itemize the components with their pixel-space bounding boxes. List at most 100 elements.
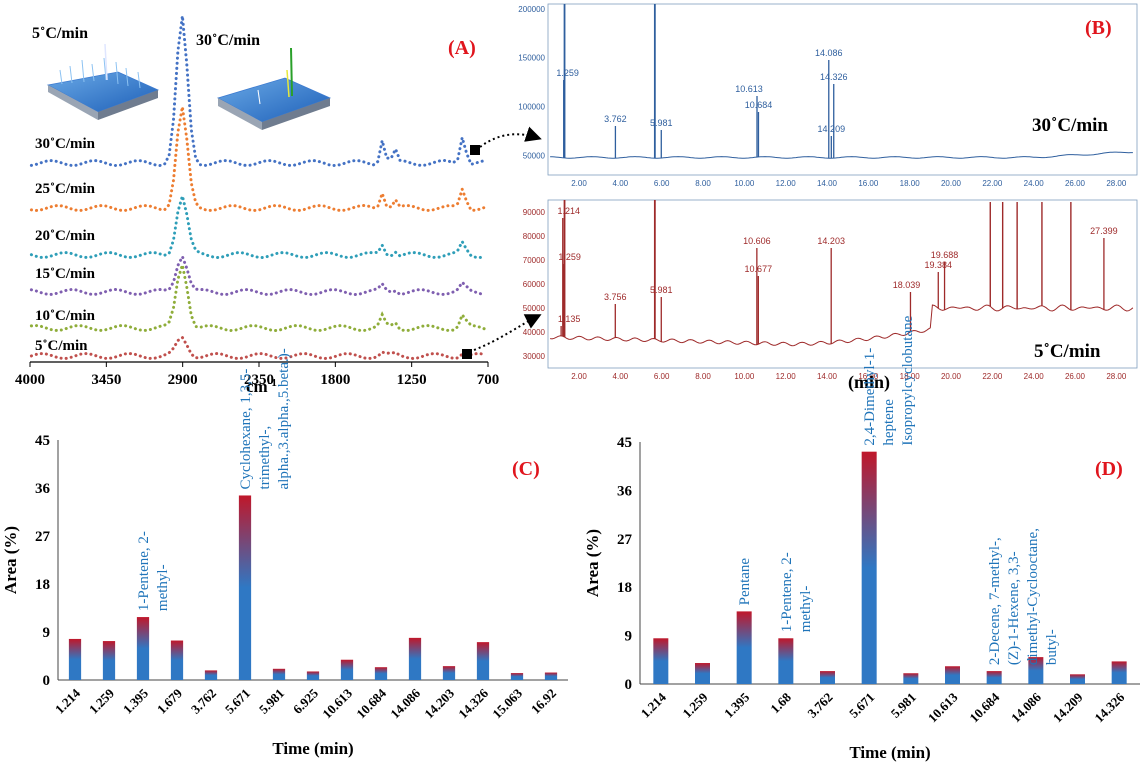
gc-x-tick-label: 10.00 — [734, 372, 755, 381]
bar-x-label: Time (min) — [849, 743, 930, 762]
bar — [820, 671, 835, 684]
ftir-series-line — [29, 252, 486, 297]
panel-b-label: (B) — [1085, 17, 1112, 39]
bar-category-label: 10.684 — [353, 685, 389, 721]
ftir-series-label: 25˚C/min — [35, 181, 96, 197]
gc-y-tick-label: 50000 — [523, 151, 546, 160]
gc-x-tick-label: 18.00 — [900, 372, 921, 381]
gc-peak-label: 3.756 — [604, 292, 627, 302]
bar-category-label: 6.925 — [290, 685, 322, 717]
bar — [272, 668, 286, 680]
gc-x-tick-label: 2.00 — [571, 372, 587, 381]
gc-peak-label: 19.688 — [931, 250, 959, 260]
gc-x-tick-label: 8.00 — [695, 179, 711, 188]
bar — [986, 671, 1002, 684]
gc-peak-label: 1.135 — [558, 314, 581, 324]
bar-category-label: 14.209 — [1050, 689, 1086, 725]
bar-y-tick-label: 45 — [617, 435, 632, 451]
ftir-series-line — [29, 190, 486, 260]
gc-y-tick-label: 90000 — [523, 208, 546, 217]
bar — [238, 495, 252, 680]
gc-y-tick-label: 70000 — [523, 256, 546, 265]
arrow-to-30-trace — [479, 126, 542, 148]
ftir-marker-upper — [470, 145, 480, 155]
bar-annotation: heptene — [881, 399, 897, 446]
bar-y-tick-label: 18 — [35, 577, 50, 593]
bar — [736, 611, 752, 684]
gc-x-tick-label: 4.00 — [613, 372, 629, 381]
ftir-series-labels: 30˚C/min 25˚C/min 20˚C/min 15˚C/min 10˚C/min… — [35, 136, 96, 354]
bar-annotation: trimethyl-, — [257, 426, 273, 490]
ftir-tick-label: 3450 — [91, 372, 121, 388]
gc-x-tick-label: 16.00 — [858, 179, 879, 188]
bar-category-label: 10.613 — [925, 689, 961, 725]
gc-x-tick-label: 28.00 — [1106, 372, 1127, 381]
bar-category-label: 14.086 — [387, 685, 423, 721]
bar — [1070, 674, 1085, 684]
panel-d-label: (D) — [1095, 458, 1123, 480]
bar-annotation: 2,4-Dimethyl-1- — [862, 348, 878, 446]
bar-category-label: 1.679 — [154, 685, 186, 717]
bar-y-tick-label: 9 — [43, 625, 51, 641]
gc-top-trace: 50000 100000 150000 200000 2.00 4.00 6.00 8.00 1… — [518, 3, 1138, 188]
gc-y-tick-label: 100000 — [518, 103, 545, 112]
ftir-series-line — [29, 264, 486, 333]
bar-annotation: Pentane — [737, 558, 753, 606]
bar-category-label: 10.684 — [966, 689, 1002, 725]
gc-peak-label: 10.684 — [745, 100, 773, 110]
gc-x-tick-label: 22.00 — [982, 179, 1003, 188]
gc-x-label: (min) — [848, 372, 890, 393]
bar — [408, 637, 422, 680]
bar-category-label: 1.214 — [52, 685, 84, 717]
bar — [170, 640, 184, 680]
bar-category-label: 3.762 — [188, 686, 219, 717]
bar-y-tick-label: 18 — [617, 580, 632, 596]
bar-category-label: 14.086 — [1008, 689, 1044, 725]
gc-y-tick-label: 150000 — [518, 54, 545, 63]
gc-y-tick-label: 200000 — [518, 5, 545, 14]
bar-category-label: 10.613 — [319, 685, 355, 721]
bar — [653, 638, 669, 684]
gc-y-tick-label: 40000 — [523, 328, 546, 337]
bar — [778, 638, 794, 684]
panel-b-chromatogram: (B) 50000 100000 150000 200000 2.00 4.00 6.00 8… — [518, 3, 1138, 393]
gc-x-tick-label: 28.00 — [1106, 179, 1127, 188]
panel-a-label: (A) — [448, 37, 476, 59]
arrow-to-5-trace — [473, 314, 542, 351]
gc-peak-label: 27.399 — [1090, 226, 1118, 236]
gc-x-tick-label: 22.00 — [982, 372, 1003, 381]
inset-surface-5: 5˚C/min — [32, 25, 160, 120]
bar-annotation: methyl- — [155, 564, 171, 611]
ftir-traces — [29, 15, 486, 361]
bar — [476, 642, 490, 680]
ftir-series-line — [29, 15, 486, 168]
gc-x-tick-label: 10.00 — [734, 179, 755, 188]
bar-y-label: Area (%) — [583, 529, 602, 597]
gc-peak-label: 5.981 — [650, 118, 673, 128]
bar-x-label: Time (min) — [272, 739, 353, 758]
bar-category-label: 1.68 — [767, 689, 794, 716]
bar-category-label: 1.259 — [679, 689, 711, 721]
bar — [1028, 657, 1044, 684]
ftir-tick-label: 2350 — [244, 372, 274, 388]
bar-y-tick-label: 36 — [35, 481, 51, 497]
bar — [306, 671, 320, 680]
gc-peak-label: 3.762 — [604, 114, 627, 124]
gc-x-tick-label: 6.00 — [654, 179, 670, 188]
bar-annotation: 1-Pentene, 2- — [136, 531, 152, 611]
gc-peak-label: 10.677 — [745, 264, 773, 274]
gc-x-tick-label: 26.00 — [1065, 179, 1086, 188]
inset-label-30: 30˚C/min — [196, 32, 260, 49]
gc-x-tick-label: 12.00 — [776, 372, 797, 381]
gc-x-tick-label: 14.00 — [817, 372, 838, 381]
bar-category-label: 5.981 — [256, 686, 287, 717]
inset-label-5: 5˚C/min — [32, 25, 88, 42]
bar-category-label: 1.395 — [721, 689, 753, 721]
ftir-series-line — [29, 335, 486, 361]
bar-annotation: Cyclohexane, 1,3,5- — [238, 369, 254, 490]
bar-category-label: 5.671 — [222, 686, 253, 717]
ftir-series-label: 15˚C/min — [35, 266, 96, 282]
ftir-tick-label: 1250 — [397, 372, 427, 388]
bar-category-label: 5.671 — [846, 690, 877, 721]
